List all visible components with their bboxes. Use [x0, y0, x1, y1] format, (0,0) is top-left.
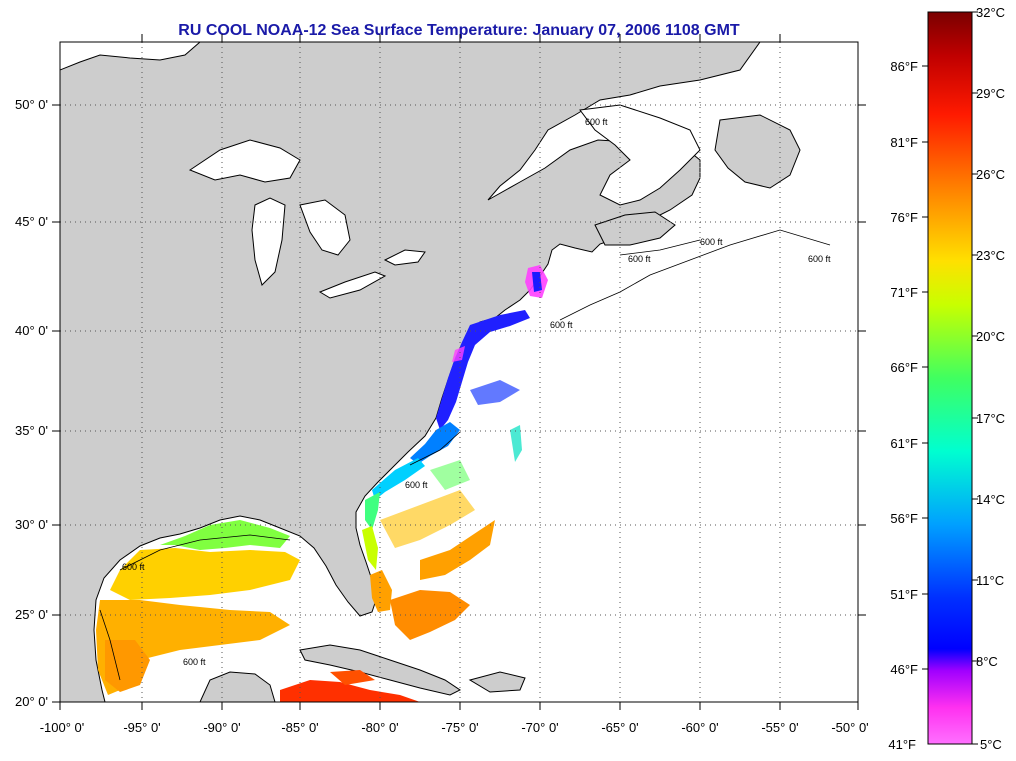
- fahrenheit-label: 81°F: [890, 135, 918, 150]
- lon-label: -95° 0': [123, 720, 160, 735]
- svg-text:600 ft: 600 ft: [122, 562, 145, 572]
- fahrenheit-label: 86°F: [890, 59, 918, 74]
- lat-lon-grid: [60, 42, 858, 702]
- celsius-labels: 32°C 29°C 26°C 23°C 20°C 17°C 14°C 11°C …: [976, 5, 1005, 752]
- latitude-labels: 20° 0' 25° 0' 30° 0' 35° 0' 40° 0' 45° 0…: [15, 97, 48, 709]
- fahrenheit-labels: 86°F 81°F 76°F 71°F 66°F 61°F 56°F 51°F …: [888, 59, 918, 752]
- lon-label: -50° 0': [831, 720, 868, 735]
- lake-erie: [318, 271, 387, 299]
- fahrenheit-label: 56°F: [890, 511, 918, 526]
- colorbar-ticks: [922, 11, 978, 745]
- svg-text:600 ft: 600 ft: [808, 254, 831, 264]
- fahrenheit-label: 51°F: [890, 587, 918, 602]
- lat-label: 25° 0': [15, 607, 48, 622]
- land-yucatan: [199, 671, 276, 702]
- longitude-labels: -100° 0' -95° 0' -90° 0' -85° 0' -80° 0'…: [40, 720, 869, 735]
- lat-label: 20° 0': [15, 694, 48, 709]
- celsius-label: 23°C: [976, 248, 1005, 263]
- lon-label: -80° 0': [361, 720, 398, 735]
- svg-text:600 ft: 600 ft: [585, 117, 608, 127]
- svg-text:600 ft: 600 ft: [550, 320, 573, 330]
- sst-data: [96, 265, 548, 702]
- fahrenheit-label: 61°F: [890, 436, 918, 451]
- fahrenheit-label: 46°F: [890, 662, 918, 677]
- celsius-label: 14°C: [976, 492, 1005, 507]
- celsius-label: 26°C: [976, 167, 1005, 182]
- lake-ontario: [383, 249, 426, 266]
- svg-text:600 ft: 600 ft: [700, 237, 723, 247]
- celsius-label: 29°C: [976, 86, 1005, 101]
- gulf-st-lawrence: [579, 104, 701, 206]
- land-cuba: [299, 644, 461, 696]
- hudson-bay: [60, 42, 201, 71]
- fahrenheit-label: 71°F: [890, 285, 918, 300]
- axis-ticks: [52, 34, 866, 710]
- land-hispaniola: [468, 671, 526, 693]
- fahrenheit-label: 66°F: [890, 360, 918, 375]
- svg-text:600 ft: 600 ft: [183, 657, 206, 667]
- lat-label: 50° 0': [15, 97, 48, 112]
- celsius-label: 20°C: [976, 329, 1005, 344]
- lon-label: -75° 0': [441, 720, 478, 735]
- svg-text:600 ft: 600 ft: [628, 254, 651, 264]
- lake-michigan: [251, 197, 286, 286]
- colorbar: [927, 11, 973, 745]
- lat-label: 45° 0': [15, 214, 48, 229]
- celsius-label: 11°C: [976, 573, 1004, 588]
- lat-label: 35° 0': [15, 423, 48, 438]
- lon-label: -60° 0': [681, 720, 718, 735]
- land-newfoundland: [714, 114, 801, 189]
- lat-label: 40° 0': [15, 323, 48, 338]
- fahrenheit-label: 41°F: [888, 737, 916, 752]
- lake-superior: [188, 139, 301, 183]
- map-frame: [59, 41, 859, 703]
- lat-label: 30° 0': [15, 517, 48, 532]
- lon-label: -55° 0': [761, 720, 798, 735]
- lon-label: -90° 0': [203, 720, 240, 735]
- contour-labels: 600 ft 600 ft 600 ft 600 ft 600 ft 600 f…: [122, 117, 831, 667]
- depth-contours: [99, 229, 831, 681]
- lon-label: -85° 0': [281, 720, 318, 735]
- fahrenheit-label: 76°F: [890, 210, 918, 225]
- celsius-label: 8°C: [976, 654, 998, 669]
- celsius-label: 5°C: [980, 737, 1002, 752]
- svg-text:600 ft: 600 ft: [405, 480, 428, 490]
- land-nova-scotia: [594, 211, 676, 246]
- lon-label: -70° 0': [521, 720, 558, 735]
- lon-label: -100° 0': [40, 720, 85, 735]
- lake-huron: [299, 199, 351, 256]
- map-title: RU COOL NOAA-12 Sea Surface Temperature:…: [178, 22, 740, 39]
- celsius-label: 32°C: [976, 5, 1005, 20]
- lon-label: -65° 0': [601, 720, 638, 735]
- celsius-label: 17°C: [976, 411, 1005, 426]
